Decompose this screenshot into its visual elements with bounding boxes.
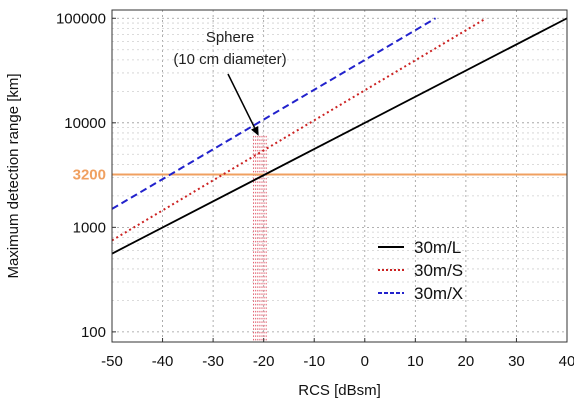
series-line-30m-l xyxy=(112,17,567,255)
x-tick-label: 30 xyxy=(508,353,525,370)
grid-lines xyxy=(112,10,567,342)
x-tick-label: 10 xyxy=(407,353,424,370)
y-tick-label: 10000 xyxy=(64,115,106,132)
legend: 30m/L 30m/S 30m/X xyxy=(378,238,463,303)
highlight-band-layer xyxy=(253,135,267,342)
annotation-line-1: Sphere xyxy=(206,29,254,46)
legend-label: 30m/S xyxy=(414,261,463,280)
y-axis-label: Maximum detection range [km] xyxy=(5,73,22,278)
annotation-arrow xyxy=(227,73,256,129)
reference-line-label: 3200 xyxy=(73,167,106,184)
x-tick-label: -30 xyxy=(202,353,224,370)
x-tick-label: -40 xyxy=(152,353,174,370)
sphere-annotation: Sphere (10 cm diameter) xyxy=(173,29,287,136)
legend-label: 30m/L xyxy=(414,238,461,257)
x-tick-label: -20 xyxy=(253,353,275,370)
series-line-30m-s xyxy=(112,17,487,242)
annotation-arrowhead xyxy=(251,126,259,136)
x-tick-label: -50 xyxy=(101,353,123,370)
x-tick-label: 20 xyxy=(458,353,475,370)
y-tick-label: 100 xyxy=(81,324,106,341)
y-tick-labels: 100 1000 10000 100000 xyxy=(56,10,116,341)
series-line-30m-x xyxy=(112,17,437,210)
x-axis-label: RCS [dBsm] xyxy=(298,382,381,399)
x-tick-labels: -50 -40 -30 -20 -10 0 10 20 30 40 xyxy=(101,338,574,370)
x-tick-label: -10 xyxy=(303,353,325,370)
y-tick-label: 100000 xyxy=(56,10,106,27)
series-layer xyxy=(112,17,567,255)
legend-label: 30m/X xyxy=(414,284,463,303)
annotation-line-2: (10 cm diameter) xyxy=(173,51,286,68)
y-tick-label: 1000 xyxy=(73,219,106,236)
x-tick-label: 40 xyxy=(559,353,574,370)
x-tick-label: 0 xyxy=(361,353,369,370)
plot-frame xyxy=(111,9,568,343)
